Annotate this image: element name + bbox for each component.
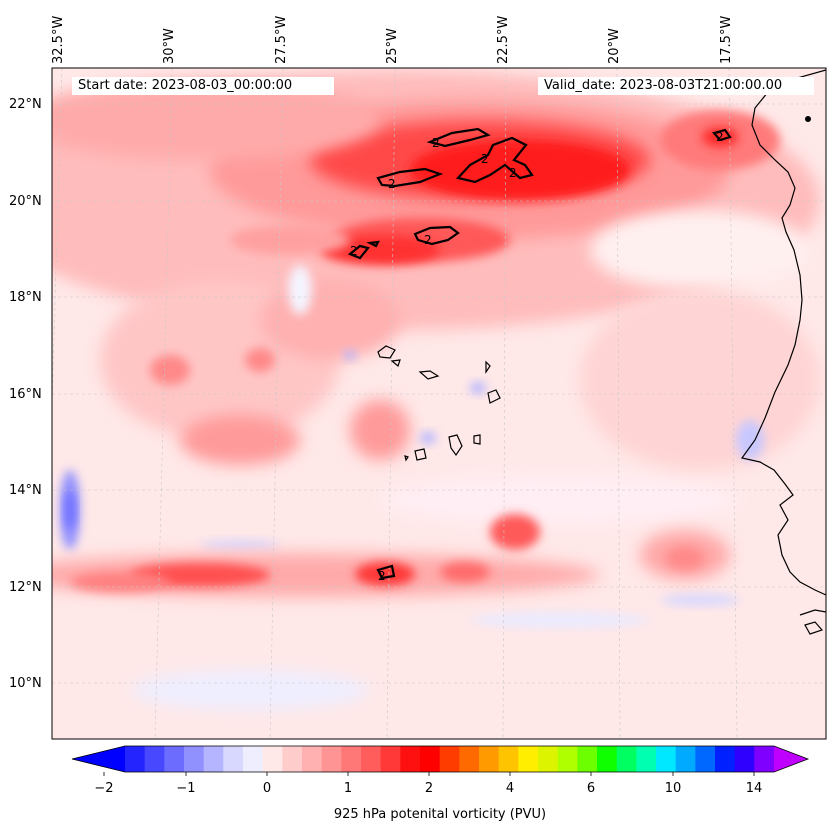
contour-label: 2 xyxy=(424,233,432,247)
colorbar-swatch xyxy=(341,746,362,772)
colorbar-swatch xyxy=(223,746,244,772)
colorbar-swatch xyxy=(498,746,519,772)
colorbar-swatch xyxy=(361,746,382,772)
colorbar-swatch xyxy=(125,746,146,772)
colorbar-swatch xyxy=(518,746,539,772)
colorbar-swatch xyxy=(243,746,264,772)
lat-label: 22°N xyxy=(9,97,42,112)
cape-verde-islands xyxy=(377,345,501,462)
lon-label: 32.5°W xyxy=(51,15,66,64)
colorbar-tick-label: 2 xyxy=(424,781,434,796)
contour-label: 2 xyxy=(716,130,724,144)
colorbar-tick-label: 4 xyxy=(505,781,515,796)
colorbar-tick-label: 10 xyxy=(664,781,682,796)
colorbar-swatch xyxy=(656,746,677,772)
contour-label: 2 xyxy=(481,152,489,166)
lon-label: 27.5°W xyxy=(274,15,289,64)
contour-dot xyxy=(805,116,811,122)
colorbar-swatch xyxy=(302,746,323,772)
lon-label: 17.5°W xyxy=(719,15,734,64)
lon-label: 25°W xyxy=(385,28,400,64)
pv-field xyxy=(52,70,820,710)
contour-label: 2 xyxy=(509,166,517,180)
colorbar-swatch xyxy=(636,746,657,772)
colorbar-tick-label: −1 xyxy=(176,781,196,796)
colorbar-tick-label: 14 xyxy=(745,781,763,796)
lat-label: 16°N xyxy=(9,387,42,402)
colorbar xyxy=(71,745,810,776)
contour-label: 2 xyxy=(350,244,358,258)
colorbar-outline xyxy=(71,745,810,773)
contour-label: 2 xyxy=(388,177,396,191)
colorbar-swatch xyxy=(321,746,342,772)
coastline xyxy=(740,69,826,635)
colorbar-swatch xyxy=(439,746,460,772)
colorbar-swatch xyxy=(616,746,637,772)
colorbar-extend-low xyxy=(72,746,125,772)
colorbar-swatch xyxy=(144,746,165,772)
contour-label: 2 xyxy=(378,569,386,583)
colorbar-swatch xyxy=(479,746,500,772)
colorbar-swatch xyxy=(262,746,283,772)
graticule xyxy=(52,68,826,739)
colorbar-swatch xyxy=(557,746,578,772)
colorbar-swatch xyxy=(754,746,775,772)
colorbar-swatch xyxy=(380,746,401,772)
lat-label: 18°N xyxy=(9,290,42,305)
colorbar-swatch xyxy=(459,746,480,772)
lat-label: 12°N xyxy=(9,580,42,595)
lat-label: 20°N xyxy=(9,194,42,209)
lat-label: 14°N xyxy=(9,483,42,498)
pv-2-contours xyxy=(347,127,732,580)
lat-label: 10°N xyxy=(9,676,42,691)
start-date-label: Start date: 2023-08-03_00:00:00 xyxy=(72,77,334,95)
colorbar-swatch xyxy=(715,746,736,772)
colorbar-title: 925 hPa potenital vorticity (PVU) xyxy=(333,807,547,822)
colorbar-tick-label: 0 xyxy=(262,781,272,796)
lon-label: 22.5°W xyxy=(496,15,511,64)
colorbar-swatch xyxy=(597,746,618,772)
colorbar-swatch xyxy=(203,746,224,772)
colorbar-swatch xyxy=(400,746,421,772)
lon-label: 20°W xyxy=(607,28,622,64)
valid-date-label: Valid_date: 2023-08-03T21:00:00.00 xyxy=(538,77,814,95)
colorbar-swatch xyxy=(577,746,598,772)
colorbar-tick-label: 6 xyxy=(586,781,596,796)
colorbar-swatch xyxy=(184,746,205,772)
colorbar-swatch xyxy=(675,746,696,772)
colorbar-extend-high xyxy=(774,746,808,772)
colorbar-swatch xyxy=(734,746,755,772)
lon-label: 30°W xyxy=(162,28,177,64)
map-frame xyxy=(51,67,827,740)
colorbar-swatch xyxy=(282,746,303,772)
colorbar-tick-label: −2 xyxy=(94,781,114,796)
contour-labels: 2 2 2 2 2 2 2 2 xyxy=(350,130,724,583)
colorbar-swatch xyxy=(420,746,441,772)
colorbar-swatch xyxy=(538,746,559,772)
colorbar-swatch xyxy=(164,746,185,772)
colorbar-swatch xyxy=(695,746,716,772)
contour-label: 2 xyxy=(432,136,440,150)
colorbar-tick-label: 1 xyxy=(343,781,353,796)
